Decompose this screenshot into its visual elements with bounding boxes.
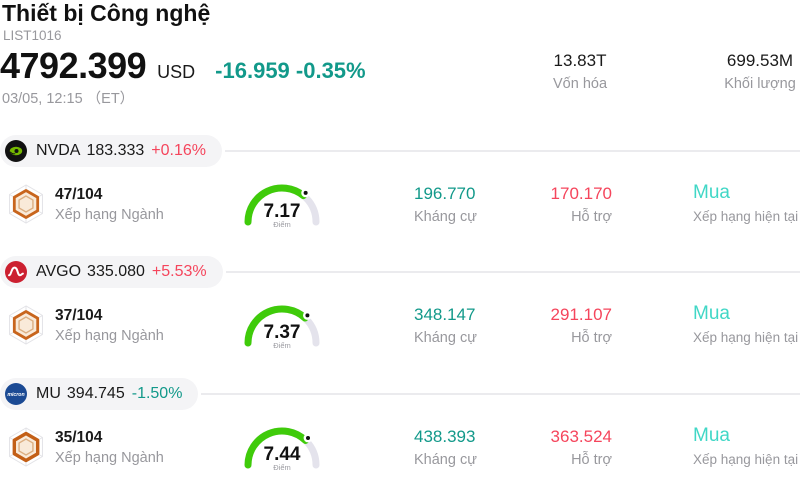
rank-label: Xếp hạng Ngành (55, 450, 164, 466)
stock-price: 394.745 (66, 385, 125, 402)
gauge-value-arc (244, 427, 310, 469)
support-col: 363.524 Hỗ trợ (512, 428, 612, 468)
support-value: 291.107 (550, 305, 612, 324)
gauge-value-arc (244, 305, 309, 347)
rating-label: Xếp hạng hiện tại (693, 330, 799, 345)
resistance-col: 196.770 Kháng cự (414, 185, 477, 225)
rating-label: Xếp hạng hiện tại (693, 452, 799, 467)
marketcap-label: Vốn hóa (552, 76, 608, 92)
price-row: 4792.399 USD -16.959 -0.35% (0, 45, 366, 87)
pill-divider (201, 393, 800, 395)
resistance-label: Kháng cự (414, 209, 477, 225)
ticker: MU (36, 385, 61, 402)
resistance-col: 438.393 Kháng cự (414, 428, 477, 468)
rating-value: Mua (693, 182, 730, 203)
score-gauge: 7.37 Điểm (244, 305, 320, 350)
industry-rank: 35/104 Xếp hạng Ngành (55, 428, 164, 468)
pill-divider (225, 271, 800, 273)
price-change: -16.959 -0.35% (215, 58, 366, 83)
resistance-value: 348.147 (414, 305, 476, 324)
broadcom-logo (5, 261, 27, 283)
stock-change: -1.50% (131, 385, 183, 402)
volume-value: 699.53M (726, 51, 794, 70)
rating-value: Mua (693, 303, 730, 324)
score-label: Điểm (273, 463, 291, 472)
score-label: Điểm (273, 341, 291, 350)
datetime: 03/05, 12:15 （ET） (2, 91, 135, 107)
resistance-label: Kháng cự (414, 452, 477, 468)
rating-col: Mua Xếp hạng hiện tại (693, 426, 798, 467)
stock-pill[interactable]: micron MU 394.745 -1.50% (0, 378, 199, 410)
pill-row: AVGO 335.080 +5.53% (0, 256, 800, 288)
industry-rank: 47/104 Xếp hạng Ngành (55, 185, 164, 225)
stat-marketcap: 13.83T Vốn hóa (532, 51, 628, 92)
resistance-label: Kháng cự (414, 330, 477, 346)
rating-label: Xếp hạng hiện tại (693, 209, 799, 224)
industry-rank-hexagon-icon (9, 184, 43, 224)
industry-rank-hexagon-icon (9, 427, 43, 467)
rating-col: Mua Xếp hạng hiện tại (693, 183, 798, 224)
pill-row: micron MU 394.745 -1.50% (0, 378, 800, 410)
stock-row: micron MU 394.745 -1.50% 35/104 Xếp hạng… (0, 378, 800, 488)
currency: USD (157, 62, 196, 82)
resistance-col: 348.147 Kháng cự (414, 306, 477, 346)
stat-volume: 699.53M Khối lượng (712, 51, 800, 92)
ticker: NVDA (36, 142, 81, 159)
price: 4792.399 (0, 45, 147, 86)
support-col: 291.107 Hỗ trợ (512, 306, 612, 346)
ticker: AVGO (36, 263, 82, 280)
marketcap-value: 13.83T (553, 51, 607, 70)
svg-text:micron: micron (7, 392, 24, 398)
pill-divider (225, 150, 800, 152)
stock-row: AVGO 335.080 +5.53% 37/104 Xếp hạng Ngàn… (0, 256, 800, 377)
score-label: Điểm (273, 220, 291, 229)
list-id: LIST1016 (3, 28, 62, 43)
gauge-marker-dot (303, 311, 312, 320)
support-label: Hỗ trợ (571, 452, 612, 468)
gauge-marker-dot (301, 188, 311, 198)
support-value: 363.524 (550, 427, 612, 446)
rating-value: Mua (693, 425, 730, 446)
rating-col: Mua Xếp hạng hiện tại (693, 304, 798, 345)
rank-value: 37/104 (55, 307, 103, 324)
volume-label: Khối lượng (724, 76, 796, 92)
rank-label: Xếp hạng Ngành (55, 328, 164, 344)
stock-change: +5.53% (151, 263, 207, 280)
stock-price: 183.333 (86, 142, 145, 159)
stock-pill[interactable]: AVGO 335.080 +5.53% (0, 256, 223, 288)
stock-change: +0.16% (151, 142, 207, 159)
support-label: Hỗ trợ (571, 330, 612, 346)
rank-label: Xếp hạng Ngành (55, 207, 164, 223)
gauge-marker-dot (303, 433, 313, 443)
industry-rank: 37/104 Xếp hạng Ngành (55, 306, 164, 346)
score-gauge: 7.44 Điểm (244, 427, 320, 472)
industry-rank-hexagon-icon (9, 305, 43, 345)
score-value: 7.17 (264, 201, 301, 222)
page-title: Thiết bị Công nghệ (2, 0, 211, 26)
nvidia-logo (5, 140, 27, 162)
support-value: 170.170 (550, 184, 612, 203)
score-value: 7.44 (264, 444, 301, 465)
resistance-value: 196.770 (414, 184, 476, 203)
support-label: Hỗ trợ (571, 209, 612, 225)
gauge-value-arc (244, 184, 307, 226)
score-gauge: 7.17 Điểm (244, 184, 320, 229)
score-value: 7.37 (264, 322, 301, 343)
stock-price: 335.080 (87, 263, 145, 280)
pill-row: NVDA 183.333 +0.16% (0, 135, 800, 167)
resistance-value: 438.393 (414, 427, 476, 446)
stock-row: NVDA 183.333 +0.16% 47/104 Xếp hạng Ngàn… (0, 135, 800, 256)
micron-logo: micron (5, 383, 27, 405)
rank-value: 47/104 (55, 186, 103, 203)
stock-pill[interactable]: NVDA 183.333 +0.16% (0, 135, 223, 167)
support-col: 170.170 Hỗ trợ (512, 185, 612, 225)
rank-value: 35/104 (55, 429, 103, 446)
